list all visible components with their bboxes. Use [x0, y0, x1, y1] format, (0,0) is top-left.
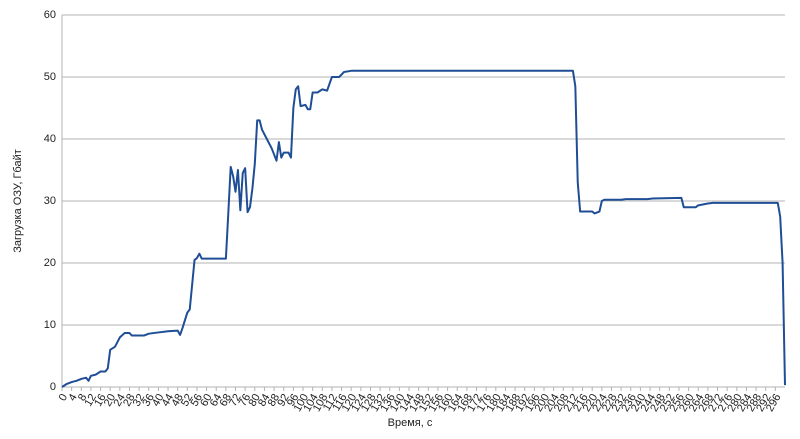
x-tick-label: 36 [140, 392, 157, 409]
x-tick-label: 28 [121, 392, 138, 409]
x-tick-label: 44 [160, 392, 177, 409]
x-tick-label: 48 [169, 392, 186, 409]
y-tick-label: 40 [44, 133, 56, 145]
x-tick-label: 72 [227, 392, 244, 409]
x-tick-label: 32 [131, 392, 148, 409]
x-tick-label: 64 [208, 392, 225, 409]
x-tick-label: 24 [111, 392, 128, 409]
y-tick-label: 0 [50, 381, 56, 393]
x-tick-label: 52 [179, 392, 196, 409]
x-tick-label: 92 [275, 392, 292, 409]
x-tick-label: 76 [237, 392, 254, 409]
x-tick-label: 56 [189, 392, 206, 409]
x-tick-label: 96 [285, 392, 302, 409]
x-axis-title: Время, с [388, 417, 433, 429]
x-tick-label: 84 [256, 392, 273, 409]
y-tick-label: 20 [44, 257, 56, 269]
x-tick-label: 4 [66, 392, 79, 403]
x-tick-label: 20 [102, 392, 119, 409]
x-tick-label: 40 [150, 392, 167, 409]
y-axis-title: Загрузка ОЗУ, Гбайт [12, 149, 24, 253]
x-tick-label: 68 [217, 392, 234, 409]
data-line [61, 69, 786, 388]
y-tick-label: 60 [44, 9, 56, 21]
x-tick-label: 16 [92, 392, 109, 409]
y-tick-label: 10 [44, 319, 56, 331]
x-tick-label: 88 [266, 392, 283, 409]
y-tick-label: 30 [44, 195, 56, 207]
x-tick-label: 80 [246, 392, 263, 409]
x-tick-label: 60 [198, 392, 215, 409]
x-tick-label: 8 [76, 392, 89, 403]
x-tick-label: 0 [57, 392, 70, 403]
x-tick-label: 12 [83, 392, 100, 409]
y-tick-label: 50 [44, 71, 56, 83]
